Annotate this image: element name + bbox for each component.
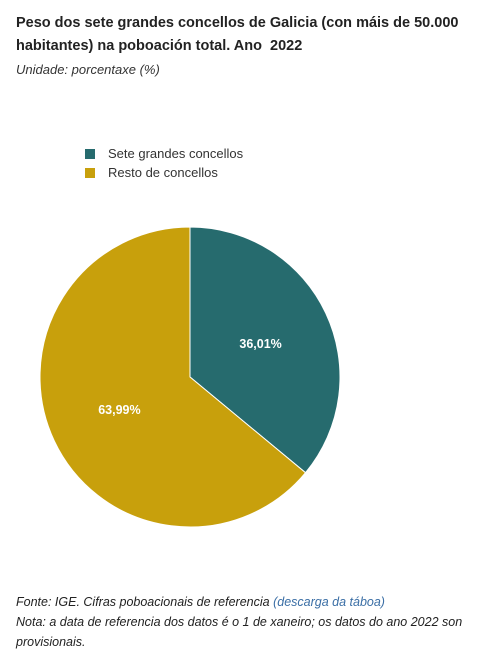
slice-data-label: 63,99%	[98, 403, 140, 417]
legend-item-sete-grandes-concellos[interactable]: Sete grandes concellos	[85, 144, 243, 163]
chart-footer: Fonte: IGE. Cifras poboacionais de refer…	[16, 592, 471, 652]
slice-data-label: 36,01%	[239, 337, 281, 351]
chart-title: Peso dos sete grandes concellos de Galic…	[16, 12, 466, 58]
legend-swatch	[85, 148, 95, 159]
legend-swatch	[85, 167, 95, 178]
pie-slice-resto-de-concellos[interactable]	[39, 226, 307, 528]
legend-label: Resto de concellos	[108, 165, 218, 180]
chart-legend: Sete grandes concellos Resto de concello…	[85, 144, 243, 182]
source-text: Fonte: IGE. Cifras poboacionais de refer…	[16, 595, 270, 609]
pie-slice-sete-grandes-concellos[interactable]	[189, 226, 341, 474]
download-table-link[interactable]: (descarga da táboa)	[273, 595, 385, 609]
unit-label: Unidade: porcentaxe (%)	[16, 62, 160, 77]
source-line: Fonte: IGE. Cifras poboacionais de refer…	[16, 592, 471, 612]
chart-title-year: 2022	[270, 38, 303, 54]
chart-title-text: Peso dos sete grandes concellos de Galic…	[16, 15, 459, 54]
note-text: Nota: a data de referencia dos datos é o…	[16, 615, 463, 649]
legend-item-resto-de-concellos[interactable]: Resto de concellos	[85, 163, 243, 182]
legend-label: Sete grandes concellos	[108, 146, 244, 161]
